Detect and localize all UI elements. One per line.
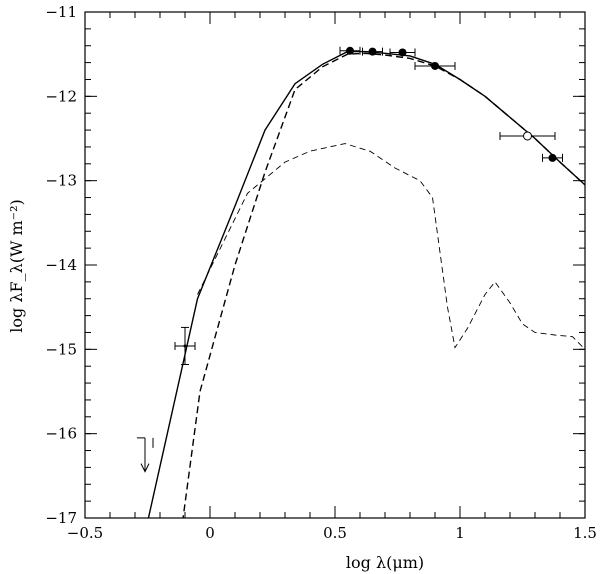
- data-point-cross: [183, 344, 187, 348]
- plot-frame: [84, 11, 586, 519]
- y-axis-ticks: −17 −16 −15 −14 −13 −12 −11: [45, 3, 585, 527]
- upper-limit-arrow-head: [140, 463, 150, 473]
- y-tick-label: −14: [45, 256, 77, 274]
- x-axis-title: log λ(μm): [346, 553, 424, 572]
- x-tick-label: 0: [205, 524, 215, 542]
- y-tick-label: −13: [45, 172, 77, 190]
- y-tick-label: −16: [45, 425, 77, 443]
- data-point-filled: [431, 61, 439, 70]
- model-curve-solid: [147, 50, 585, 518]
- data-point-open: [523, 131, 532, 141]
- x-tick-label: 0.5: [323, 524, 347, 542]
- model-curve-dashed: [182, 52, 585, 518]
- model-curve-dashed-thin: [197, 143, 585, 350]
- x-tick-label: 1.5: [573, 524, 597, 542]
- data-points: [137, 46, 563, 473]
- y-tick-label: −11: [45, 3, 77, 21]
- x-tick-label: 1: [455, 524, 465, 542]
- data-point-filled: [368, 47, 377, 56]
- data-point-filled: [548, 153, 557, 162]
- data-point-filled: [346, 46, 354, 55]
- data-point-filled: [398, 48, 407, 57]
- y-axis-title: log λF_λ(W m⁻²): [7, 199, 26, 333]
- y-tick-label: −15: [45, 340, 77, 358]
- model-curves: [147, 50, 585, 518]
- y-tick-label: −12: [45, 87, 77, 105]
- y-tick-label: −17: [45, 509, 77, 527]
- x-tick-label: −0.5: [67, 524, 103, 542]
- x-axis-ticks: −0.5 0 0.5 1 1.5: [67, 12, 597, 542]
